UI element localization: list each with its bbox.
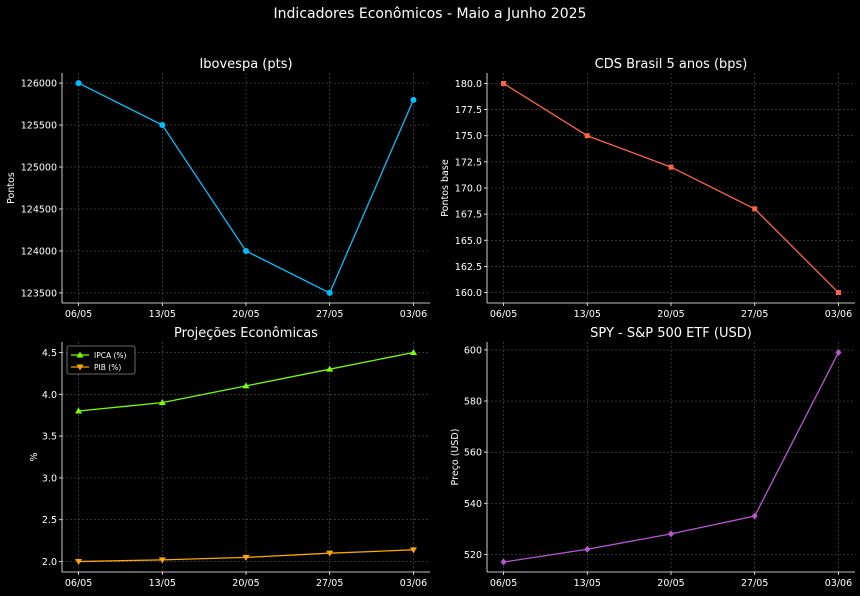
y-tick-label: 172.5 — [455, 157, 482, 168]
chart-title: SPY - S&P 500 ETF (USD) — [590, 326, 752, 341]
x-tick-label: 03/06 — [400, 578, 427, 589]
data-point — [159, 122, 166, 129]
data-point — [326, 365, 334, 372]
y-tick-label: 125000 — [21, 163, 57, 174]
y-tick-label: 160.0 — [455, 288, 482, 299]
data-point — [752, 206, 758, 212]
x-tick-label: 20/05 — [657, 578, 684, 589]
y-axis-label: Pontos — [6, 172, 17, 204]
y-tick-label: 124000 — [21, 246, 57, 257]
x-tick-label: 06/05 — [65, 309, 92, 320]
x-tick-label: 06/05 — [490, 309, 517, 320]
data-point — [500, 558, 507, 566]
x-tick-label: 27/05 — [741, 578, 768, 589]
data-point — [751, 512, 758, 520]
y-tick-label: 165.0 — [455, 236, 482, 247]
x-tick-label: 13/05 — [574, 578, 601, 589]
data-point — [835, 290, 841, 296]
chart-title: Ibovespa (pts) — [199, 57, 292, 72]
chart-panel: SPY - S&P 500 ETF (USD) Preço (USD) 06/05 1… — [450, 326, 855, 589]
y-axis-label: Preço (USD) — [450, 429, 461, 486]
chart-panel: CDS Brasil 5 anos (bps) Pontos base 06/05 1… — [440, 57, 855, 320]
chart-panel: Ibovespa (pts) Pontos 06/05 13/05 20/05 27/05… — [6, 57, 430, 320]
data-point — [326, 289, 333, 296]
x-tick-label: 13/05 — [149, 578, 176, 589]
y-tick-label: 2.5 — [42, 515, 57, 526]
data-point — [158, 399, 166, 406]
y-tick-label: 180.0 — [455, 79, 482, 90]
data-point — [584, 133, 590, 139]
data-point — [409, 348, 417, 355]
x-tick-label: 27/05 — [316, 309, 343, 320]
y-tick-label: 162.5 — [455, 262, 482, 273]
data-point — [326, 550, 334, 557]
y-tick-label: 126000 — [21, 79, 57, 90]
x-tick-label: 20/05 — [232, 578, 259, 589]
x-tick-label: 03/06 — [825, 578, 852, 589]
x-tick-label: 06/05 — [490, 578, 517, 589]
x-tick-label: 20/05 — [232, 309, 259, 320]
y-tick-label: 600 — [464, 345, 482, 356]
x-tick-label: 03/06 — [400, 309, 427, 320]
y-tick-label: 4.5 — [42, 348, 57, 359]
data-point — [501, 80, 507, 86]
legend-label: PIB (%) — [94, 363, 121, 372]
y-axis-label: Pontos base — [440, 159, 451, 217]
y-tick-label: 124500 — [21, 204, 57, 215]
chart-title: Projeções Econômicas — [174, 326, 318, 341]
data-point — [75, 80, 82, 87]
data-point — [75, 559, 83, 566]
data-point — [75, 407, 83, 414]
y-axis-label: % — [29, 452, 40, 461]
x-tick-label: 27/05 — [741, 309, 768, 320]
data-point — [410, 96, 417, 103]
legend-label: IPCA (%) — [94, 351, 127, 360]
chart-title: CDS Brasil 5 anos (bps) — [595, 57, 748, 72]
figure-title: Indicadores Econômicos - Maio a Junho 20… — [274, 6, 587, 22]
y-tick-label: 177.5 — [455, 105, 482, 116]
data-point — [242, 382, 250, 389]
y-tick-label: 580 — [464, 397, 482, 408]
y-tick-label: 170.0 — [455, 184, 482, 195]
y-tick-label: 560 — [464, 448, 482, 459]
y-tick-label: 4.0 — [42, 390, 57, 401]
x-tick-label: 20/05 — [657, 309, 684, 320]
x-tick-label: 03/06 — [825, 309, 852, 320]
y-tick-label: 3.5 — [42, 432, 57, 443]
legend: IPCA (%) PIB (%) — [66, 345, 136, 375]
data-point — [668, 530, 674, 538]
y-tick-label: 520 — [464, 550, 482, 561]
data-point — [76, 351, 84, 358]
data-point — [242, 554, 250, 561]
data-point — [158, 557, 166, 564]
y-tick-label: 540 — [464, 499, 482, 510]
data-point — [76, 364, 84, 371]
x-tick-label: 13/05 — [149, 309, 176, 320]
y-tick-label: 3.0 — [42, 473, 57, 484]
data-point — [835, 348, 842, 356]
y-tick-label: 125500 — [21, 121, 57, 132]
y-tick-label: 123500 — [21, 288, 57, 299]
data-point — [584, 545, 591, 553]
x-tick-label: 06/05 — [65, 578, 92, 589]
y-tick-label: 167.5 — [455, 210, 482, 221]
data-point — [668, 164, 674, 170]
y-tick-label: 2.0 — [42, 557, 57, 568]
chart-panel: Projeções Econômicas% 06/05 13/05 20/05 27/0… — [29, 326, 430, 589]
data-point — [409, 547, 417, 554]
y-tick-label: 175.0 — [455, 131, 482, 142]
data-point — [243, 247, 249, 254]
x-tick-label: 27/05 — [316, 578, 343, 589]
x-tick-label: 13/05 — [574, 309, 601, 320]
